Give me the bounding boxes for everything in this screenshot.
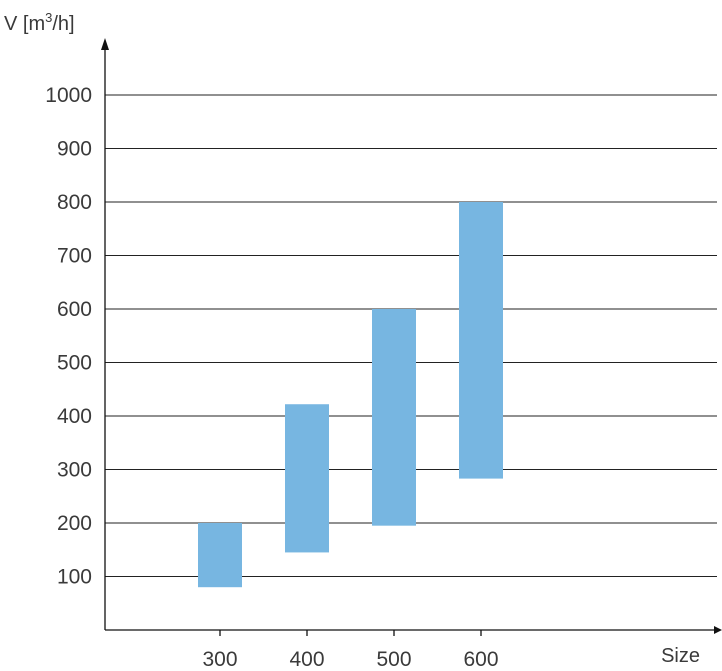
x-tick-label: 500	[376, 648, 411, 671]
range-bar-300	[198, 523, 242, 588]
y-axis-title-unit-end: /h]	[52, 13, 74, 35]
range-bar-500	[372, 309, 416, 526]
range-bar-600	[459, 202, 503, 479]
y-axis-title-main: V [m	[4, 13, 45, 35]
y-tick-label: 700	[57, 245, 92, 268]
x-tick-label: 400	[289, 648, 324, 671]
y-tick-label: 600	[57, 298, 92, 321]
y-axis-title-superscript: 3	[45, 10, 52, 25]
y-axis-title: V [m3/h]	[4, 10, 75, 35]
y-tick-label: 900	[57, 138, 92, 161]
y-axis-arrow-icon	[101, 38, 109, 50]
x-tick-label: 300	[202, 648, 237, 671]
x-axis-title: Size	[661, 645, 700, 667]
y-tick-label: 400	[57, 405, 92, 428]
x-tick-label: 600	[463, 648, 498, 671]
y-tick-label: 1000	[45, 84, 92, 107]
axes	[101, 38, 722, 634]
y-tick-label: 800	[57, 191, 92, 214]
y-tick-label: 200	[57, 512, 92, 535]
y-tick-label: 300	[57, 459, 92, 482]
x-axis-arrow-icon	[714, 626, 722, 634]
range-bars	[198, 202, 503, 588]
y-tick-label: 100	[57, 566, 92, 589]
y-tick-label: 500	[57, 352, 92, 375]
y-tick-labels: 100 200 300 400 500 600 700 800 900 1000	[45, 84, 92, 589]
x-tick-labels: 300 400 500 600	[202, 630, 499, 671]
range-bar-400	[285, 404, 329, 553]
